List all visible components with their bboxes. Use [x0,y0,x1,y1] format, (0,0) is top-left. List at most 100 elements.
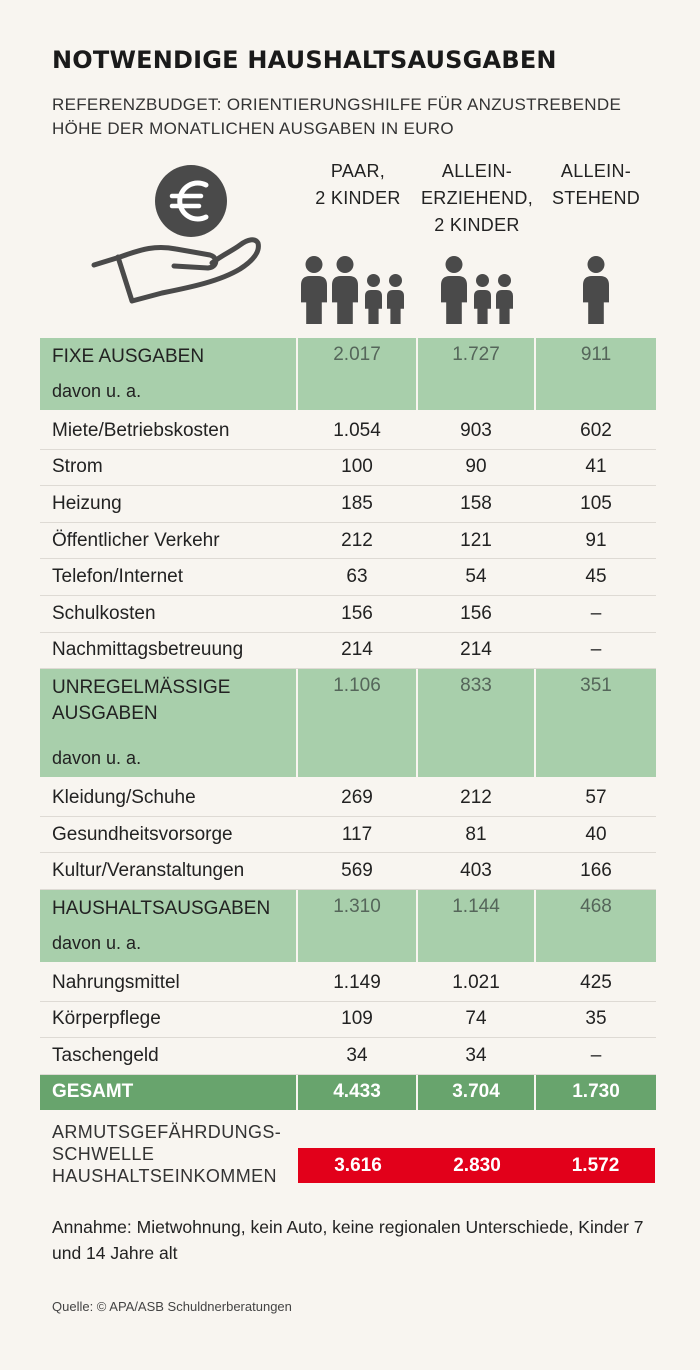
row-label: Strom [40,449,298,486]
total-label: GESAMT [40,1074,298,1110]
group-value-alleinerziehend: 1.144 [418,889,536,962]
table-row: Heizung 185 158 105 [40,486,656,523]
page-subtitle: REFERENZBUDGET: ORIENTIERUNGSHILFE FÜR A… [52,95,622,138]
group-value-alleinstehend: 911 [580,344,612,365]
row-value-alleinstehend: 602 [580,419,612,441]
row-label: Gesundheitsvorsorge [40,816,298,853]
row-label: Körperpflege [40,1001,298,1038]
group-row: UNREGELMÄSSIGE AUSGABEN davon u. a. 1.106 8… [40,669,656,781]
table-row: Kultur/Veranstaltungen 569 403 166 [40,853,656,890]
row-value-alleinstehend: – [590,1044,602,1066]
group-sub-label: davon u. a. [52,381,142,401]
family-icon-alleinerziehend [441,256,513,324]
row-value-alleinerziehend: 54 [418,559,536,595]
row-label: Schulkosten [40,595,298,632]
total-row: GESAMT 4.433 3.704 1.730 [40,1074,656,1110]
poverty-threshold-bar: 3.616 2.830 1.572 [298,1148,655,1183]
row-value-paar: 156 [298,595,418,632]
family-icon-paar [301,256,404,324]
row-value-paar: 34 [298,1038,418,1074]
group-label: HAUSHALTSAUSGABEN davon u. a. [40,889,298,962]
row-label: Telefon/Internet [40,559,298,595]
poverty-value-alleinerziehend: 2.830 [453,1154,501,1176]
person-silhouette-icon [301,256,327,324]
row-value-paar: 185 [298,486,418,522]
row-label: Heizung [40,486,298,522]
row-value-paar: 1.149 [298,964,418,1001]
row-value-paar: 63 [298,559,418,595]
table-row: Miete/Betriebskosten 1.054 903 602 [40,413,656,450]
row-value-alleinerziehend: 158 [418,486,536,522]
group-sub-label: davon u. a. [52,932,142,953]
row-value-alleinerziehend: 212 [418,780,536,816]
group-name: UNREGELMÄSSIGE AUSGABEN [52,677,231,725]
poverty-threshold-label: ARMUTSGEFÄHRDUNGS- SCHWELLE HAUSHALTSEIN… [52,1122,282,1186]
row-value-paar: 269 [298,780,418,816]
person-silhouette-icon [365,274,382,324]
table-row: Öffentlicher Verkehr 212 121 91 [40,522,656,560]
person-silhouette-icon [583,256,609,324]
row-value-alleinerziehend: 34 [418,1038,536,1074]
table-row: Gesundheitsvorsorge 117 81 40 [40,816,656,854]
total-value-alleinerziehend: 3.704 [418,1074,536,1110]
row-label: Miete/Betriebskosten [40,413,298,449]
group-value-alleinerziehend: 833 [418,669,536,778]
row-value-alleinstehend: – [590,639,602,661]
column-header-alleinstehend: ALLEIN- STEHEND [551,161,641,208]
hand-with-euro-coin-icon [91,165,261,304]
row-value-alleinerziehend: 74 [418,1001,536,1038]
row-label: Öffentlicher Verkehr [40,522,298,559]
group-sub-label: davon u. a. [52,748,142,769]
source-credit: Quelle: © APA/ASB Schuldnerberatungen [52,1299,292,1314]
row-value-alleinstehend: – [590,602,602,624]
row-label: Kleidung/Schuhe [40,780,298,816]
row-value-paar: 569 [298,853,418,889]
group-value-paar: 2.017 [298,338,418,410]
table-row: Telefon/Internet 63 54 45 [40,559,656,596]
page-title: NOTWENDIGE HAUSHALTSAUSGABEN [52,46,557,74]
person-silhouette-icon [496,274,513,324]
group-value-alleinerziehend: 1.727 [418,338,536,410]
row-value-alleinstehend: 41 [585,456,607,478]
column-header-alleinerziehend: ALLEIN- ERZIEHEND, 2 KINDER [420,161,533,235]
row-value-alleinerziehend: 1.021 [418,964,536,1001]
row-value-alleinerziehend: 903 [418,413,536,449]
column-header-paar: PAAR, 2 KINDER [315,161,401,208]
group-value-paar: 1.310 [298,889,418,962]
row-label: Kultur/Veranstaltungen [40,853,298,889]
row-label: Nachmittagsbetreuung [40,632,298,669]
row-value-alleinstehend: 45 [585,566,607,588]
row-value-alleinerziehend: 81 [418,816,536,853]
row-value-alleinerziehend: 121 [418,522,536,559]
group-label: FIXE AUSGABEN davon u. a. [40,338,298,410]
row-value-alleinstehend: 40 [585,823,607,845]
row-value-alleinerziehend: 90 [418,449,536,486]
table-row: Strom 100 90 41 [40,449,656,487]
row-value-alleinerziehend: 214 [418,632,536,669]
group-name: FIXE AUSGABEN [52,346,205,367]
row-value-paar: 1.054 [298,413,418,449]
table-row: Taschengeld 34 34– [40,1038,656,1075]
assumption-note: Annahme: Mietwohnung, kein Auto, keine r… [52,1217,644,1263]
table-row: Nahrungsmittel 1.149 1.021 425 [40,964,656,1002]
row-value-alleinstehend: 105 [580,492,612,514]
group-name: HAUSHALTSAUSGABEN [52,897,271,919]
row-value-paar: 214 [298,632,418,669]
row-label: Taschengeld [40,1038,298,1074]
table-row: Kleidung/Schuhe 269 212 57 [40,780,656,817]
group-value-paar: 1.106 [298,669,418,778]
table-row: Nachmittagsbetreuung 214 214– [40,632,656,670]
group-row: FIXE AUSGABEN davon u. a. 2.017 1.727 911 [40,338,656,413]
group-value-alleinstehend: 351 [580,675,612,697]
table-row: Schulkosten 156 156– [40,595,656,633]
row-value-alleinstehend: 35 [585,1008,607,1030]
row-value-paar: 100 [298,449,418,486]
row-value-alleinstehend: 425 [580,971,612,993]
group-value-alleinstehend: 468 [580,895,612,917]
person-silhouette-icon [441,256,467,324]
row-value-alleinstehend: 166 [580,860,612,882]
row-value-paar: 117 [298,816,418,853]
row-value-alleinerziehend: 403 [418,853,536,889]
table-row: Körperpflege 109 74 35 [40,1001,656,1039]
total-value-paar: 4.433 [298,1074,418,1110]
